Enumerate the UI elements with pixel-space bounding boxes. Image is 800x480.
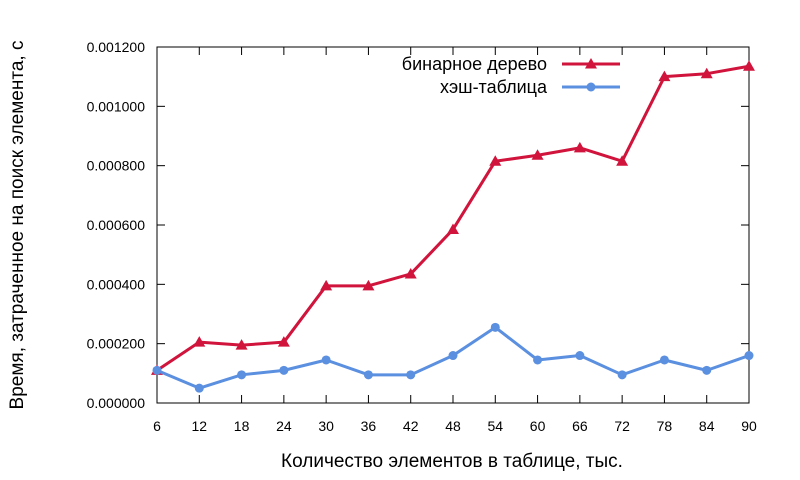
y-tick-label: 0.001200 (87, 39, 146, 55)
legend-label: хэш-таблица (440, 77, 548, 97)
y-tick-label: 0.000400 (87, 276, 146, 292)
series-1 (151, 60, 755, 375)
data-point (448, 351, 458, 361)
data-point (363, 370, 373, 380)
x-tick-label: 12 (191, 418, 207, 434)
x-tick-label: 6 (153, 418, 161, 434)
x-tick-label: 18 (234, 418, 250, 434)
y-tick-label: 0.000000 (87, 395, 146, 411)
data-point (489, 155, 502, 166)
y-axis-title: Время, затраченное на поиск элемента, с (7, 41, 28, 410)
series-layer (151, 60, 755, 393)
legend-marker (585, 58, 597, 69)
x-tick-label: 54 (487, 418, 503, 434)
legend: бинарное дерево хэш-таблица (402, 54, 620, 97)
x-tick-label: 48 (445, 418, 461, 434)
data-point (320, 279, 333, 291)
x-axis: 6 12 18 24 30 36 42 48 54 60 66 72 78 84 90 (153, 47, 757, 434)
x-tick-label: 72 (614, 418, 630, 434)
data-point (531, 149, 544, 160)
x-tick-label: 66 (572, 418, 588, 434)
data-point (321, 355, 331, 365)
data-point (490, 322, 500, 332)
x-tick-label: 24 (276, 418, 292, 434)
x-tick-label: 42 (403, 418, 419, 434)
data-point (575, 351, 585, 361)
x-tick-label: 84 (699, 418, 715, 434)
y-axis: 0.000000 0.000200 0.000400 0.000600 0.000800… (87, 39, 749, 411)
data-point (193, 336, 206, 347)
data-point (617, 370, 627, 380)
data-point (362, 279, 375, 291)
y-tick-label: 0.000200 (87, 336, 146, 352)
data-point (237, 370, 247, 380)
data-point (744, 351, 754, 361)
data-point (194, 383, 204, 393)
y-tick-label: 0.001000 (87, 98, 146, 114)
data-point (743, 60, 755, 71)
series-line (156, 64, 750, 372)
x-tick-label: 60 (530, 418, 546, 434)
x-tick-label: 30 (318, 418, 334, 434)
data-point (616, 155, 629, 166)
data-point (573, 141, 586, 153)
series-2 (152, 322, 754, 393)
data-point (533, 355, 543, 365)
data-point (659, 355, 669, 365)
data-point (702, 365, 712, 375)
x-tick-label: 78 (657, 418, 673, 434)
data-point (235, 339, 248, 350)
data-point (152, 365, 162, 375)
data-point (277, 336, 290, 347)
legend-marker (586, 82, 596, 92)
data-point (658, 70, 671, 82)
data-point (404, 267, 417, 279)
data-point (700, 67, 713, 79)
y-tick-label: 0.000800 (87, 158, 146, 174)
x-axis-title: Количество элементов в таблице, тыс. (281, 451, 623, 472)
data-point (447, 223, 459, 234)
x-tick-label: 90 (741, 418, 757, 434)
data-point (406, 370, 416, 380)
x-tick-label: 36 (361, 418, 377, 434)
y-tick-label: 0.000600 (87, 217, 146, 233)
legend-label: бинарное дерево (402, 54, 547, 74)
data-point (279, 365, 289, 375)
